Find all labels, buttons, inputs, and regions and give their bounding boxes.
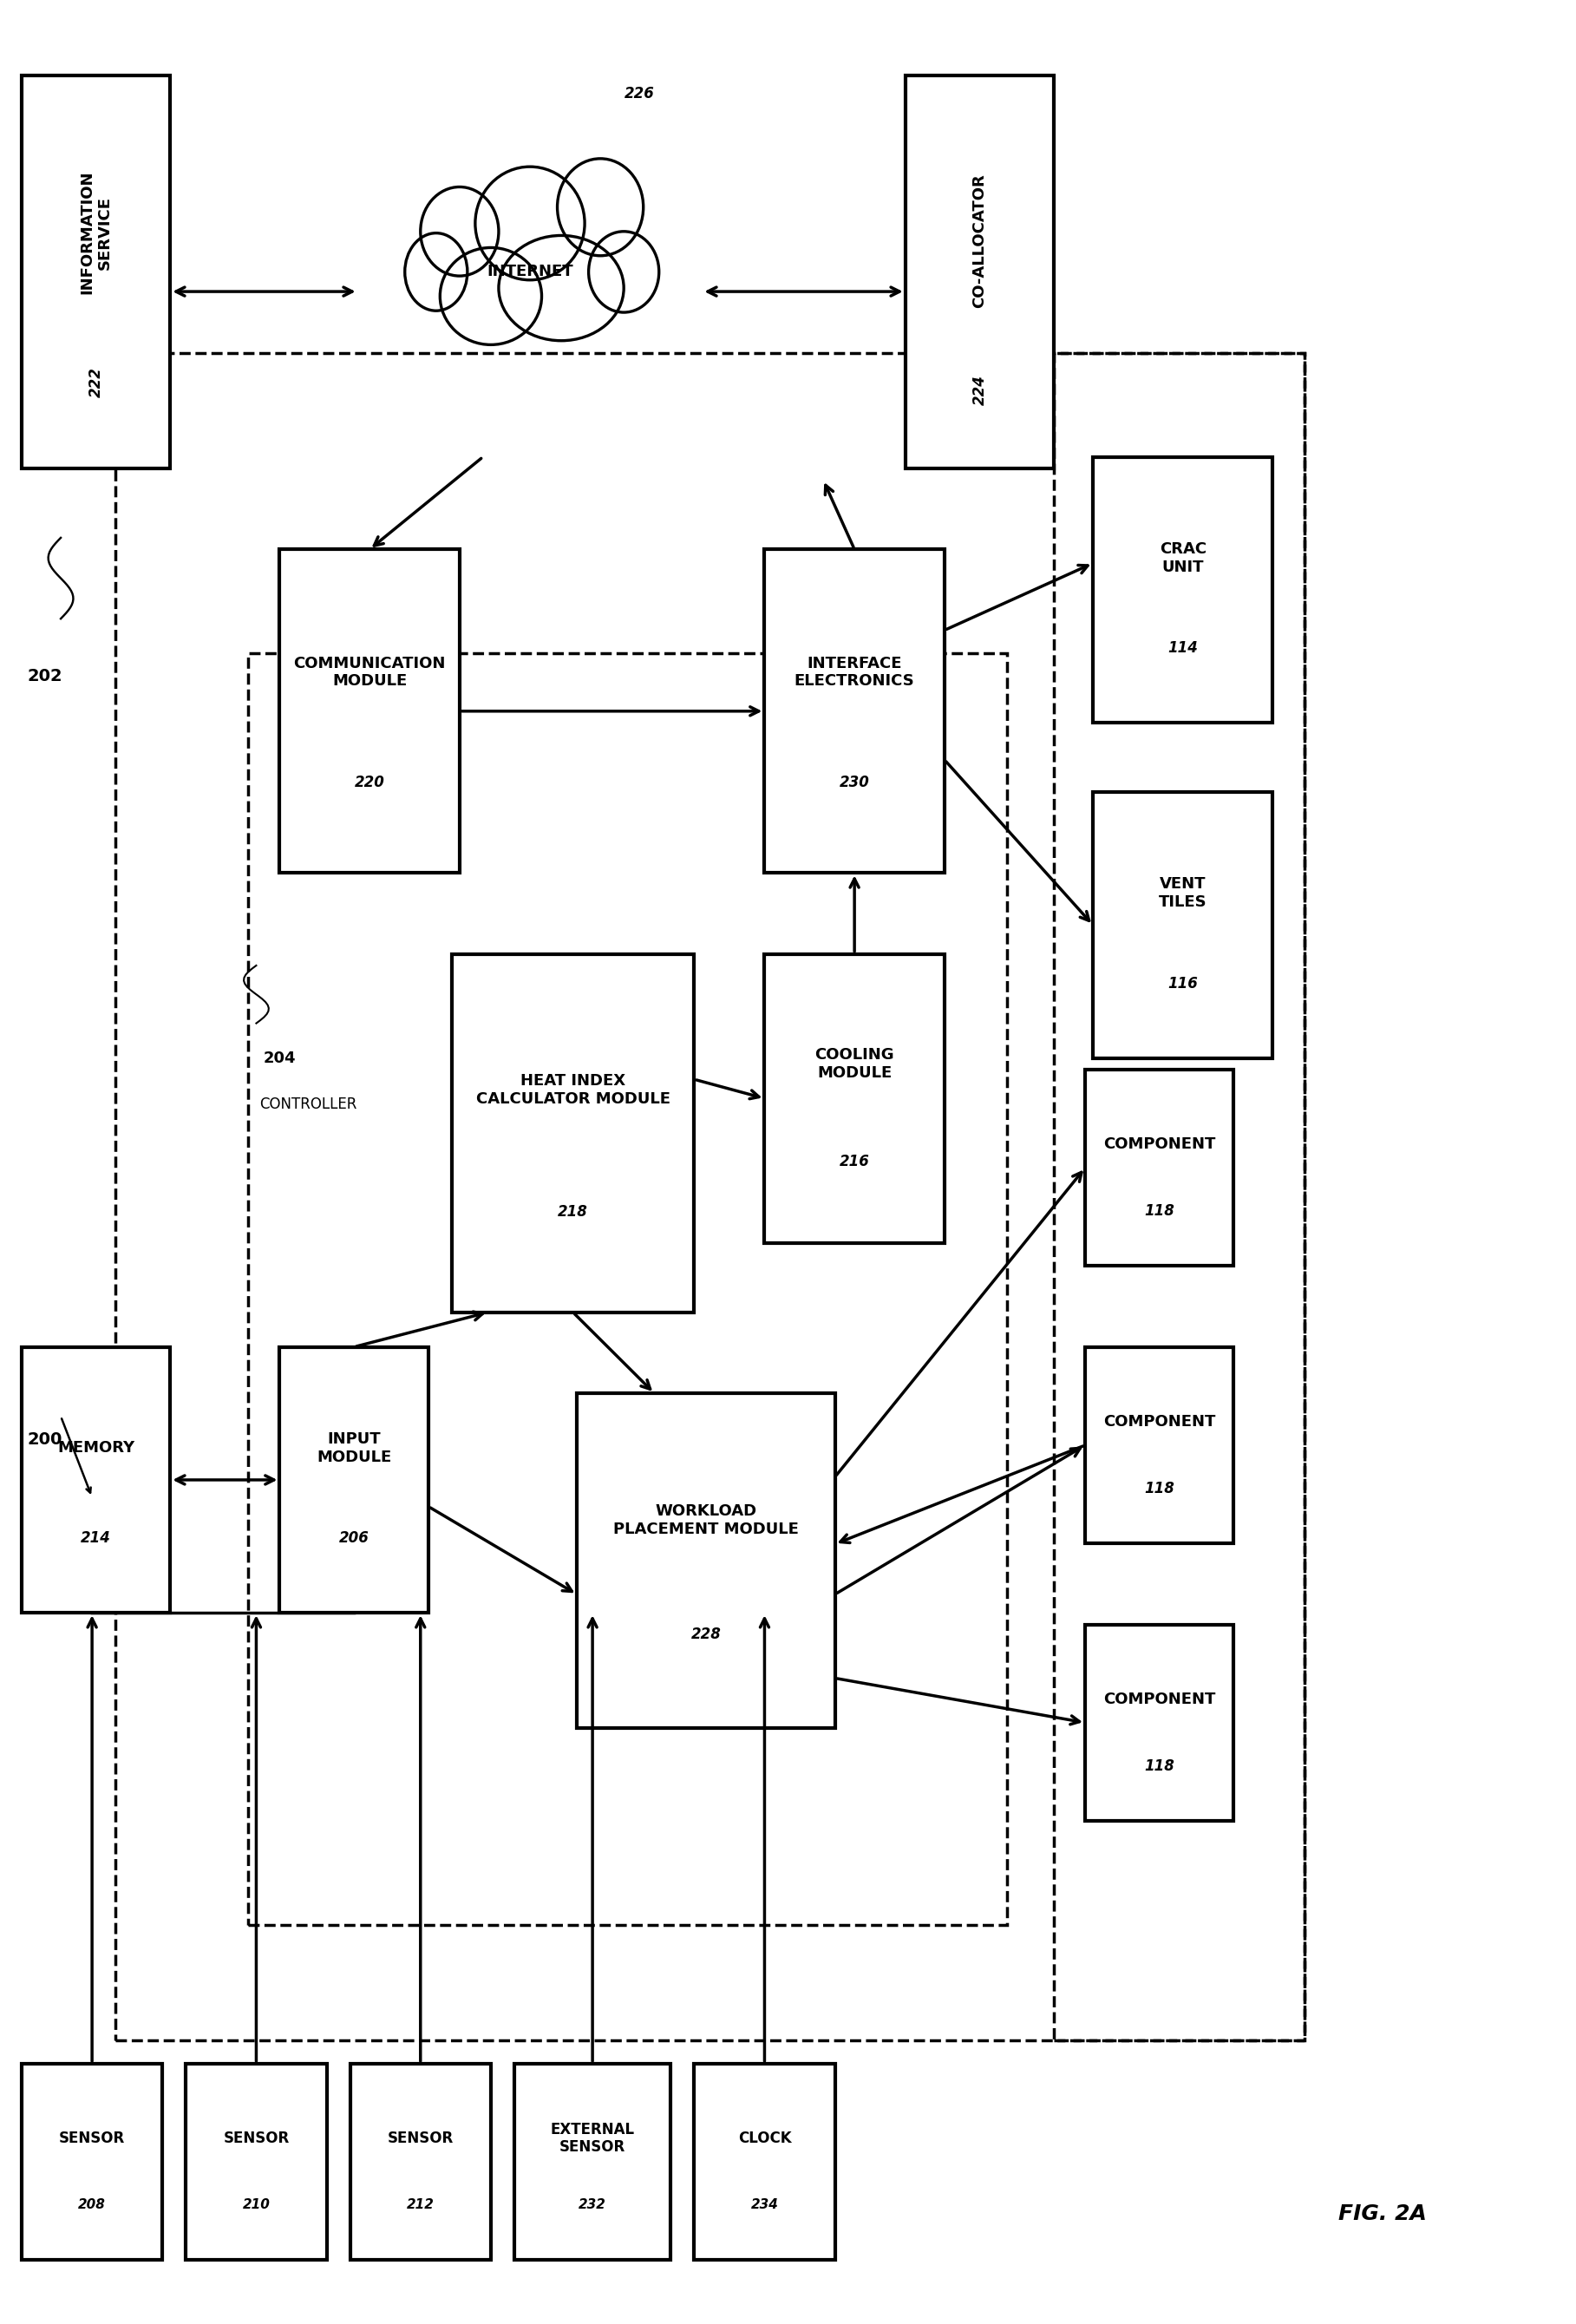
Text: 208: 208 [79, 2199, 106, 2212]
Text: 230: 230 [840, 774, 870, 790]
Text: WORKLOAD
PLACEMENT MODULE: WORKLOAD PLACEMENT MODULE [613, 1504, 799, 1538]
Text: 222: 222 [88, 367, 104, 397]
Bar [452, 953, 693, 1313]
Bar [577, 1392, 835, 1729]
Text: INTERFACE
ELECTRONICS: INTERFACE ELECTRONICS [794, 655, 914, 690]
Text: INPUT
MODULE: INPUT MODULE [317, 1432, 391, 1464]
Bar [22, 74, 170, 469]
Bar [764, 953, 944, 1243]
Text: SENSOR: SENSOR [224, 2131, 290, 2145]
Text: COMPONENT: COMPONENT [1103, 1692, 1215, 1706]
Text: 220: 220 [355, 774, 385, 790]
Ellipse shape [498, 235, 624, 342]
Bar [764, 548, 944, 874]
Text: EXTERNAL
SENSOR: EXTERNAL SENSOR [550, 2122, 635, 2154]
Bar [1094, 792, 1273, 1057]
Text: 116: 116 [1168, 976, 1198, 992]
Text: COMMUNICATION
MODULE: COMMUNICATION MODULE [293, 655, 446, 690]
Bar [1086, 1348, 1234, 1543]
Text: 114: 114 [1168, 641, 1198, 655]
Text: 214: 214 [80, 1532, 110, 1545]
Text: COMPONENT: COMPONENT [1103, 1413, 1215, 1429]
Ellipse shape [558, 158, 643, 256]
Bar [279, 548, 460, 874]
Text: 234: 234 [750, 2199, 779, 2212]
Text: 212: 212 [407, 2199, 435, 2212]
Bar [186, 2064, 326, 2261]
Text: 226: 226 [624, 86, 654, 102]
Ellipse shape [476, 167, 585, 279]
Text: INTERNET: INTERNET [487, 265, 574, 279]
Text: 224: 224 [972, 374, 988, 404]
Bar [1086, 1069, 1234, 1267]
Bar [1054, 353, 1303, 2040]
Bar [279, 1348, 429, 1613]
Bar [1086, 1624, 1234, 1822]
Text: MEMORY: MEMORY [57, 1441, 134, 1455]
Text: SENSOR: SENSOR [58, 2131, 125, 2145]
Bar [905, 74, 1054, 469]
Text: 210: 210 [243, 2199, 269, 2212]
Text: 228: 228 [690, 1627, 720, 1643]
Bar [22, 1348, 170, 1613]
Text: 206: 206 [339, 1532, 369, 1545]
Text: 200: 200 [28, 1432, 63, 1448]
Text: CRAC
UNIT: CRAC UNIT [1160, 541, 1206, 574]
Bar [249, 653, 1007, 1924]
Bar [514, 2064, 671, 2261]
Text: SENSOR: SENSOR [388, 2131, 454, 2145]
Bar [115, 353, 1303, 2040]
Text: 218: 218 [558, 1204, 588, 1220]
Text: CONTROLLER: CONTROLLER [260, 1097, 356, 1111]
Text: COMPONENT: COMPONENT [1103, 1136, 1215, 1153]
Ellipse shape [588, 232, 659, 311]
Text: VENT
TILES: VENT TILES [1158, 876, 1207, 911]
Ellipse shape [405, 232, 468, 311]
Text: 118: 118 [1144, 1757, 1174, 1773]
Ellipse shape [440, 249, 542, 344]
Text: 118: 118 [1144, 1480, 1174, 1497]
Text: FIG. 2A: FIG. 2A [1338, 2203, 1426, 2224]
Ellipse shape [421, 186, 498, 277]
Text: 202: 202 [27, 669, 63, 686]
Text: 204: 204 [263, 1050, 296, 1067]
Text: 216: 216 [840, 1155, 870, 1169]
Text: 118: 118 [1144, 1204, 1174, 1218]
Text: HEAT INDEX
CALCULATOR MODULE: HEAT INDEX CALCULATOR MODULE [476, 1074, 670, 1106]
Bar [22, 2064, 162, 2261]
Text: CLOCK: CLOCK [738, 2131, 791, 2145]
Text: COOLING
MODULE: COOLING MODULE [815, 1046, 894, 1081]
Text: CO-ALLOCATOR: CO-ALLOCATOR [972, 174, 988, 307]
Bar [693, 2064, 835, 2261]
Bar [350, 2064, 490, 2261]
Text: 232: 232 [578, 2199, 607, 2212]
Bar [1094, 458, 1273, 723]
Text: INFORMATION
SERVICE: INFORMATION SERVICE [79, 170, 113, 295]
